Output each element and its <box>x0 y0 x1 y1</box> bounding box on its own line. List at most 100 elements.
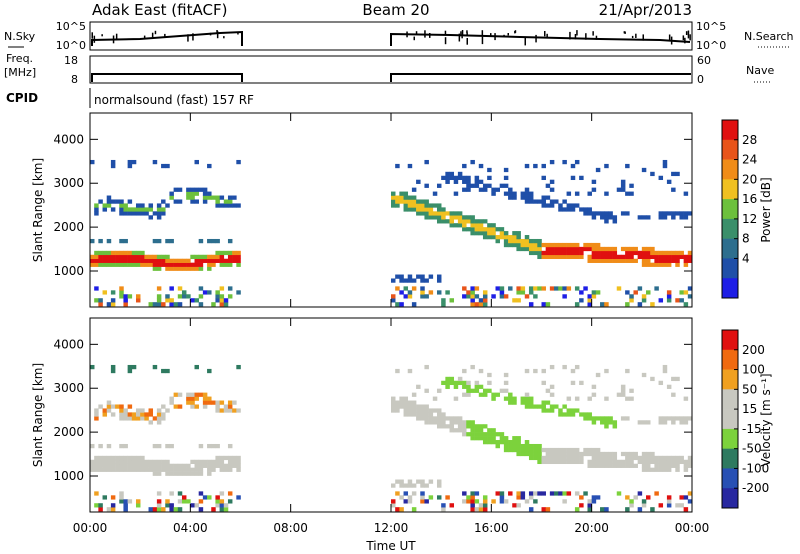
power-cell <box>416 207 421 212</box>
velocity-cell <box>620 392 626 397</box>
velocity-cell <box>211 507 216 512</box>
velocity-cell <box>633 463 638 468</box>
power-cell <box>570 203 576 208</box>
power-cell <box>683 302 689 307</box>
power-cell <box>227 286 233 291</box>
velocity-cell <box>658 467 664 472</box>
y-tick-label: 1000 <box>53 264 84 278</box>
velocity-cell <box>135 463 141 468</box>
velocity-cell <box>115 459 120 465</box>
velocity-cell <box>474 388 480 393</box>
velocity-cell <box>470 428 475 433</box>
velocity-cell <box>110 463 116 468</box>
velocity-ylabel: Slant Range [km] <box>31 363 45 467</box>
velocity-cell <box>495 440 500 445</box>
velocity-cell <box>595 447 601 453</box>
power-cell <box>595 258 601 263</box>
velocity-cell <box>616 459 622 465</box>
power-cell <box>215 238 220 244</box>
velocity-cell <box>549 364 555 370</box>
velocity-cell <box>541 459 546 465</box>
velocity-cell <box>428 416 434 421</box>
power-colorbar-swatch <box>722 179 738 200</box>
noise-spike <box>490 33 492 37</box>
noise-spike <box>668 34 671 41</box>
power-cell <box>223 250 229 256</box>
power-cell <box>148 207 154 212</box>
velocity-cell <box>90 459 95 465</box>
power-cell <box>198 266 204 271</box>
power-cell <box>165 238 170 244</box>
power-cell <box>424 215 429 220</box>
velocity-cell <box>453 396 459 401</box>
velocity-cell <box>403 396 409 401</box>
velocity-cell <box>207 443 212 449</box>
power-cell <box>110 159 116 165</box>
velocity-cell <box>462 368 467 374</box>
power-cell <box>173 262 179 267</box>
velocity-cell <box>169 400 174 405</box>
power-cell <box>94 258 99 263</box>
velocity-cell <box>215 443 220 449</box>
power-cell <box>604 254 609 260</box>
power-cell <box>566 286 572 291</box>
velocity-cell <box>566 491 572 496</box>
power-cell <box>110 250 116 256</box>
power-cell <box>641 254 647 260</box>
power-cell <box>549 187 555 192</box>
power-colorbar-tick-label: 16 <box>742 192 757 206</box>
power-cell <box>169 238 174 244</box>
power-cell <box>102 250 108 256</box>
velocity-cell <box>625 451 630 457</box>
power-cell <box>662 258 668 263</box>
noise-spike <box>406 31 408 38</box>
velocity-cell <box>395 404 400 409</box>
velocity-cell <box>508 443 513 449</box>
velocity-cell <box>524 400 530 405</box>
power-cell <box>629 183 634 188</box>
power-cell <box>629 258 634 263</box>
power-cell <box>612 250 618 256</box>
power-cell <box>177 258 183 263</box>
velocity-cell <box>574 455 580 461</box>
velocity-cell <box>508 392 513 397</box>
velocity-cell <box>482 392 488 397</box>
power-cell <box>148 203 154 208</box>
velocity-cell <box>641 459 647 465</box>
velocity-cell <box>110 455 116 461</box>
velocity-cell <box>579 412 584 417</box>
power-cell <box>516 242 521 248</box>
velocity-cell <box>562 364 567 370</box>
power-cell <box>687 286 693 291</box>
power-cell <box>625 191 630 196</box>
power-cell <box>608 246 613 252</box>
noise-spike <box>635 33 637 38</box>
velocity-cell <box>223 408 229 413</box>
velocity-cell <box>194 404 199 409</box>
velocity-cell <box>156 499 162 504</box>
velocity-cell <box>470 364 475 370</box>
velocity-cell <box>215 463 220 468</box>
power-cell <box>215 254 220 260</box>
velocity-cell <box>436 479 442 484</box>
velocity-cell <box>499 499 505 504</box>
power-cell <box>416 211 421 216</box>
power-cell <box>466 219 471 224</box>
velocity-x-axis: 00:00 04:00 08:00 12:00 16:00 20:00 00:00 <box>73 318 709 535</box>
velocity-cell <box>215 400 220 405</box>
power-cell <box>528 191 534 196</box>
power-colorbar-tick-label: 4 <box>742 251 750 265</box>
velocity-cell <box>683 396 689 401</box>
power-cell <box>533 250 538 256</box>
velocity-colorbar-tick-label: -15 <box>742 422 762 436</box>
velocity-cell <box>123 416 128 421</box>
power-cell <box>512 191 517 196</box>
power-cell <box>466 187 471 192</box>
velocity-cell <box>94 463 99 468</box>
power-cell <box>102 258 108 263</box>
power-cell <box>441 215 446 220</box>
velocity-cell <box>620 388 626 393</box>
velocity-cell <box>173 404 179 409</box>
noise-spike <box>642 34 644 41</box>
power-cell <box>650 250 655 256</box>
